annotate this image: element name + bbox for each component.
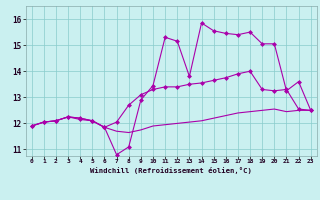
X-axis label: Windchill (Refroidissement éolien,°C): Windchill (Refroidissement éolien,°C)	[90, 167, 252, 174]
